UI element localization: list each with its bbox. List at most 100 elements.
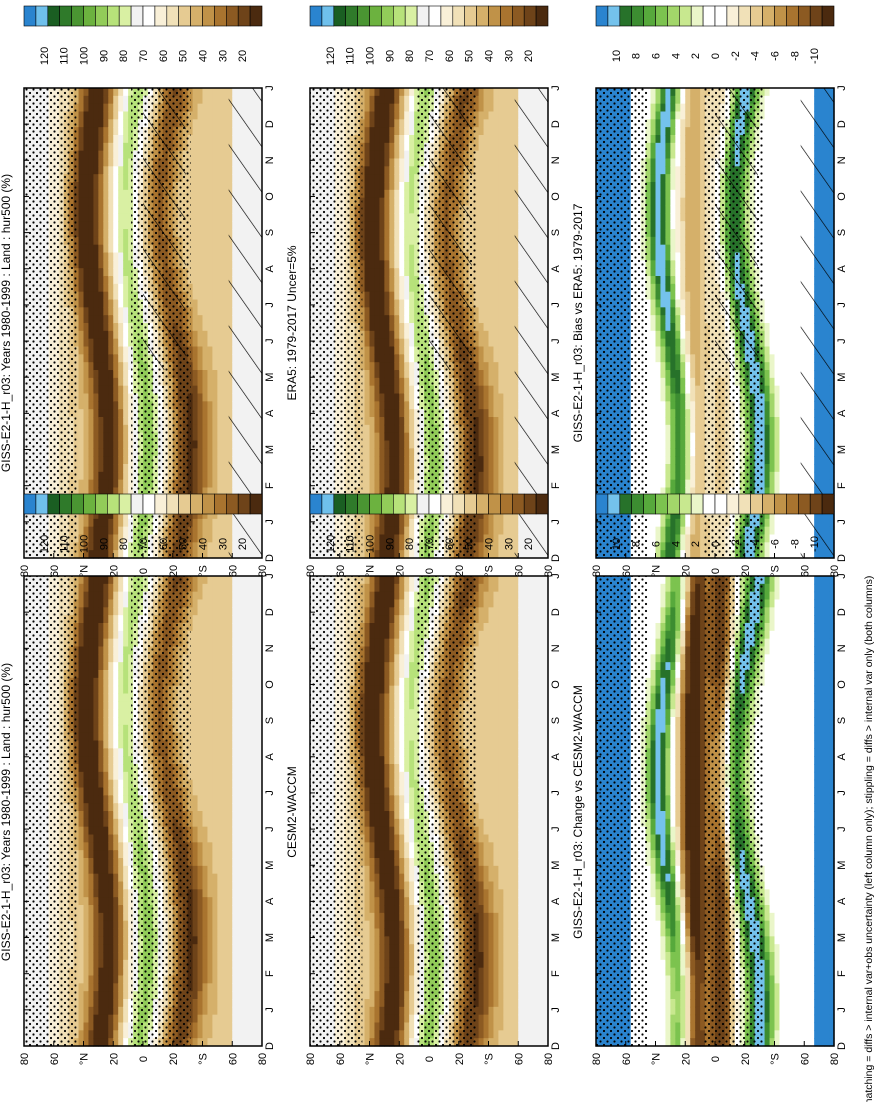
heatmap-cell [108, 471, 114, 481]
heatmap-cell [197, 487, 204, 496]
heatmap-cell [123, 471, 129, 481]
heatmap-cell [98, 646, 104, 655]
heatmap-cell [212, 401, 218, 410]
heatmap-cell [83, 944, 90, 953]
heatmap-cell [118, 693, 124, 702]
month-tick-label: O [264, 192, 276, 201]
heatmap-cell [93, 221, 99, 230]
heatmap-cell [197, 424, 204, 434]
heatmap-cell [202, 409, 209, 418]
heatmap-cell [128, 999, 134, 1008]
heatmap-cell [78, 897, 85, 906]
colorbar-swatch [190, 5, 203, 27]
heatmap-cell [83, 717, 90, 726]
heatmap-cell [118, 166, 124, 175]
heatmap-cell [123, 709, 129, 718]
heatmap-cell [83, 811, 90, 820]
heatmap-cell [108, 983, 114, 992]
heatmap-cell [197, 252, 204, 261]
heatmap-cell [118, 732, 124, 742]
heatmap-cell [78, 197, 85, 207]
heatmap-cell [78, 959, 85, 969]
heatmap-cell [103, 748, 109, 757]
heatmap-cell [78, 834, 85, 843]
heatmap-cell [118, 975, 124, 984]
heatmap-cell [197, 511, 204, 520]
heatmap-cell [98, 999, 104, 1008]
colorbar-label: 110 [59, 47, 71, 65]
heatmap-cell [192, 440, 199, 449]
heatmap-cell [78, 323, 85, 332]
heatmap-cell [103, 127, 109, 136]
heatmap-cell [73, 662, 80, 671]
heatmap-cell [88, 967, 95, 977]
heatmap-cell [83, 511, 90, 520]
heatmap-cell [192, 150, 199, 160]
heatmap-cell [128, 534, 134, 543]
heatmap-cell [202, 424, 209, 434]
heatmap-cell [103, 967, 109, 977]
heatmap-cell [202, 487, 209, 496]
heatmap-cell [93, 471, 99, 481]
heatmap-cell [73, 456, 80, 465]
heatmap-cell [78, 338, 85, 348]
heatmap-cell [128, 717, 134, 726]
heatmap-cell [78, 189, 85, 199]
heatmap-cell [113, 764, 119, 773]
heatmap-cell [108, 826, 114, 836]
heatmap-cell [88, 787, 95, 796]
heatmap-cell [123, 599, 129, 608]
heatmap-cell [123, 1006, 129, 1016]
heatmap-cell [93, 385, 99, 395]
heatmap-cell [98, 236, 104, 246]
heatmap-cell [98, 142, 104, 152]
heatmap-cell [83, 764, 90, 773]
heatmap-cell [88, 158, 95, 167]
heatmap-cell [98, 920, 104, 930]
heatmap-cell [88, 182, 95, 191]
heatmap-cell [128, 701, 134, 710]
heatmap-cell [123, 417, 129, 426]
heatmap-cell [73, 338, 80, 348]
heatmap-cell [128, 889, 134, 898]
heatmap-cell [217, 401, 223, 410]
heatmap-cell [108, 409, 114, 418]
heatmap-cell [118, 646, 124, 655]
heatmap-cell [73, 260, 80, 269]
heatmap-cell [217, 377, 223, 387]
heatmap-cell [118, 967, 124, 977]
heatmap-cell [93, 409, 99, 418]
heatmap-cell [222, 283, 228, 293]
heatmap-cell [217, 307, 223, 316]
heatmap-cell [103, 135, 109, 144]
heatmap-cell [98, 936, 104, 945]
heatmap-cell [212, 362, 218, 371]
heatmap-cell [103, 795, 109, 804]
heatmap-cell [88, 236, 95, 246]
heatmap-cell [192, 299, 199, 308]
heatmap-cell [73, 850, 80, 859]
heatmap-cell [118, 471, 124, 481]
heatmap-cell [212, 221, 218, 230]
heatmap-cell [83, 959, 90, 969]
colorbar-label: 80 [118, 50, 130, 62]
heatmap-cell [73, 471, 80, 481]
heatmap-cell [108, 487, 114, 496]
heatmap-cell [88, 205, 95, 214]
heatmap-cell [113, 370, 119, 379]
heatmap-cell [113, 677, 119, 687]
heatmap-cell [88, 346, 95, 355]
heatmap-cell [103, 881, 109, 890]
heatmap-cell [118, 630, 124, 640]
heatmap-cell [103, 771, 109, 781]
heatmap-cell [108, 252, 114, 261]
heatmap-cell [78, 717, 85, 726]
heatmap-cell [207, 409, 214, 418]
heatmap-cell [73, 307, 80, 316]
heatmap-cell [78, 103, 85, 113]
heatmap-cell [78, 670, 85, 679]
heatmap-cell [88, 95, 95, 105]
heatmap-cell [78, 205, 85, 214]
heatmap-cell [93, 1038, 99, 1047]
heatmap-cell [108, 189, 114, 199]
